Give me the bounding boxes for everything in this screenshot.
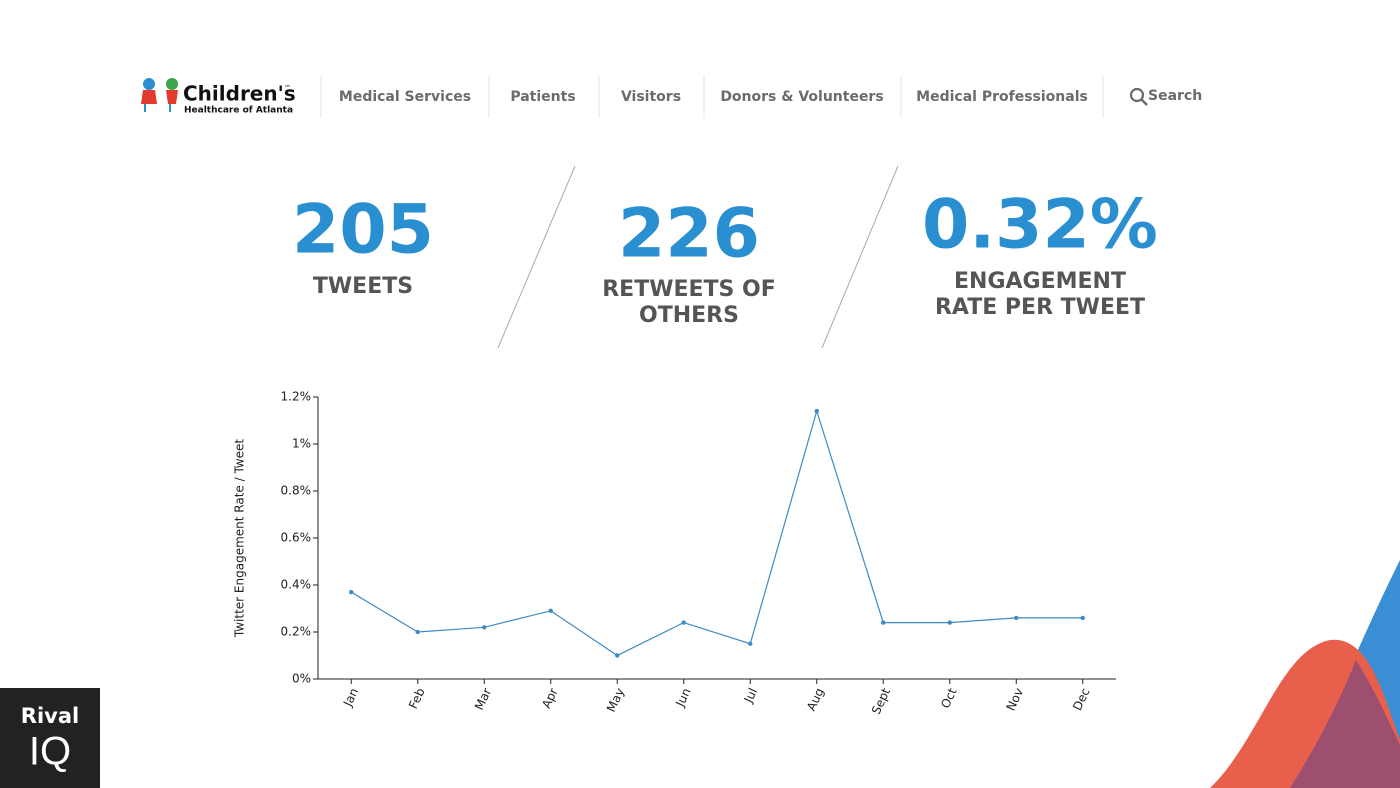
point — [814, 408, 819, 414]
nav-link[interactable]: Donors & Volunteers — [720, 89, 883, 105]
y-tick-label: 0% — [292, 672, 311, 686]
line — [350, 409, 1083, 657]
x-tick-label: Mar — [472, 686, 494, 712]
logo-name: Children's — [183, 82, 296, 106]
y-tick-label: 0.4% — [281, 578, 312, 592]
nav-link[interactable]: Visitors — [621, 89, 681, 105]
stat-value: 226 — [618, 195, 760, 274]
y-tick-label: 0.6% — [281, 531, 312, 545]
x-tick-label: Oct — [938, 686, 960, 711]
logo-tm: ™ — [284, 84, 291, 92]
nav-link[interactable]: Medical Services — [339, 89, 471, 105]
point — [1014, 615, 1019, 621]
x-tick-label: Jan — [340, 686, 361, 710]
y-tick-label: 1% — [292, 437, 311, 451]
point — [947, 620, 952, 625]
point — [881, 620, 886, 625]
x-tick-label: Aug — [804, 686, 827, 713]
nav-link[interactable]: Medical Professionals — [916, 89, 1088, 105]
x-tick-label: Jun — [673, 686, 694, 710]
search-link[interactable]: Search — [1148, 88, 1202, 104]
decoration — [1290, 660, 1400, 788]
x-tick-label: Feb — [406, 686, 428, 711]
x-tick-label: Jul — [741, 686, 760, 706]
brand-text: Rival — [21, 704, 79, 728]
logo-figure — [143, 78, 155, 90]
y-axis-label: Twitter Engagement Rate / Tweet — [233, 439, 247, 639]
logo[interactable]: Children's ™ Healthcare of Atlanta — [141, 78, 296, 116]
search-icon[interactable] — [1140, 98, 1148, 106]
point — [748, 641, 753, 646]
search-icon[interactable] — [1129, 87, 1145, 103]
nav-link[interactable]: Patients — [510, 89, 575, 105]
x-tick-label: Apr — [539, 686, 560, 711]
y-tick-label: 0.2% — [281, 625, 312, 639]
stat-label: RETWEETS OF — [602, 277, 776, 302]
x-tick-label: Sept — [869, 686, 893, 717]
stat-label: ENGAGEMENT — [954, 269, 1126, 294]
point — [615, 653, 620, 658]
point — [548, 608, 553, 614]
stat-label: TWEETS — [313, 274, 413, 299]
logo-figure — [166, 78, 178, 90]
stat-label: RATE PER TWEET — [935, 295, 1145, 320]
divider — [497, 165, 576, 349]
y-tick-label: 0.8% — [281, 484, 312, 498]
stat-value: 205 — [292, 191, 434, 270]
logo-figure — [141, 90, 157, 104]
stat-value: 0.32% — [922, 186, 1158, 265]
point — [1080, 615, 1085, 621]
point — [415, 629, 420, 635]
point — [681, 620, 686, 625]
x-tick-label: Dec — [1070, 686, 1093, 713]
line-chart: 0% 0.2% 0.4% 0.6% 0.8% 1% 1.2% Jan Feb Mar Apr May J… — [281, 390, 1116, 717]
x-tick-label: May — [604, 686, 627, 714]
divider — [821, 165, 899, 349]
x-tick-label: Nov — [1004, 686, 1027, 713]
y-tick-label: 1.2% — [281, 390, 312, 404]
logo-subtitle: Healthcare of Atlanta — [184, 106, 293, 116]
point — [349, 589, 354, 595]
brand-text: IQ — [29, 730, 71, 774]
stat-label: OTHERS — [639, 303, 739, 328]
brand-box — [0, 688, 100, 788]
point — [482, 625, 487, 630]
logo-figure — [166, 90, 178, 104]
